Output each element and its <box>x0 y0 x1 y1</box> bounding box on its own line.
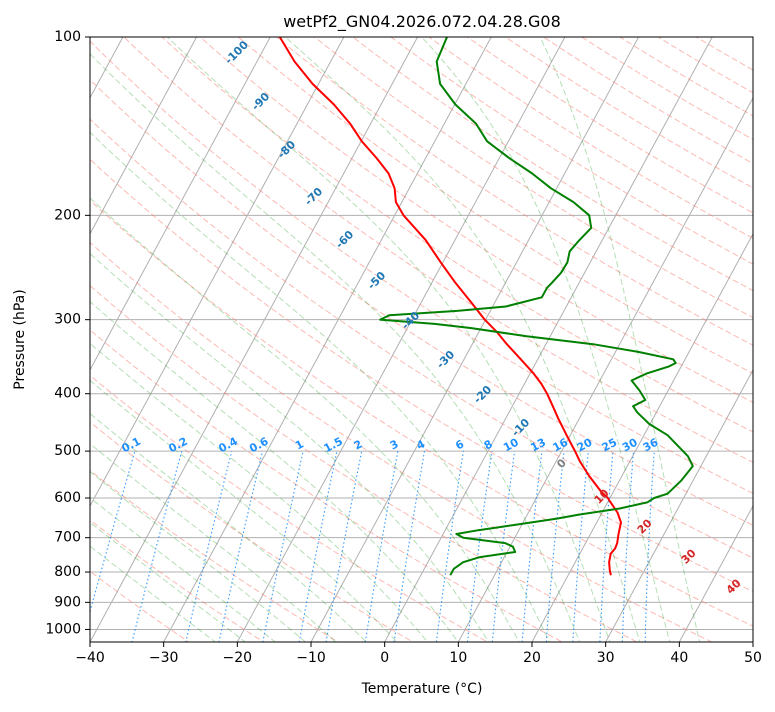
y-tick-label: 900 <box>54 594 81 610</box>
x-tick-label: 10 <box>449 650 467 666</box>
y-tick-label: 100 <box>54 29 81 45</box>
y-tick-label: 1000 <box>45 621 81 637</box>
x-tick-label: 20 <box>523 650 541 666</box>
y-tick-label: 800 <box>54 564 81 580</box>
x-tick-label: 0 <box>380 650 389 666</box>
y-tick-label: 300 <box>54 312 81 328</box>
y-tick-label: 200 <box>54 207 81 223</box>
y-tick-label: 600 <box>54 490 81 506</box>
y-tick-label: 400 <box>54 386 81 402</box>
x-tick-label: −10 <box>296 650 326 666</box>
x-tick-label: 40 <box>670 650 688 666</box>
x-tick-label: −40 <box>75 650 105 666</box>
x-tick-label: −20 <box>223 650 253 666</box>
y-tick-label: 500 <box>54 443 81 459</box>
y-tick-label: 700 <box>54 530 81 546</box>
x-tick-label: 30 <box>597 650 615 666</box>
y-axis-label: Pressure (hPa) <box>12 289 28 389</box>
x-axis-label: Temperature (°C) <box>361 681 483 697</box>
chart-title: wetPf2_GN04.2026.072.04.28.G08 <box>283 12 561 32</box>
x-tick-label: −30 <box>149 650 179 666</box>
x-tick-label: 50 <box>744 650 762 666</box>
